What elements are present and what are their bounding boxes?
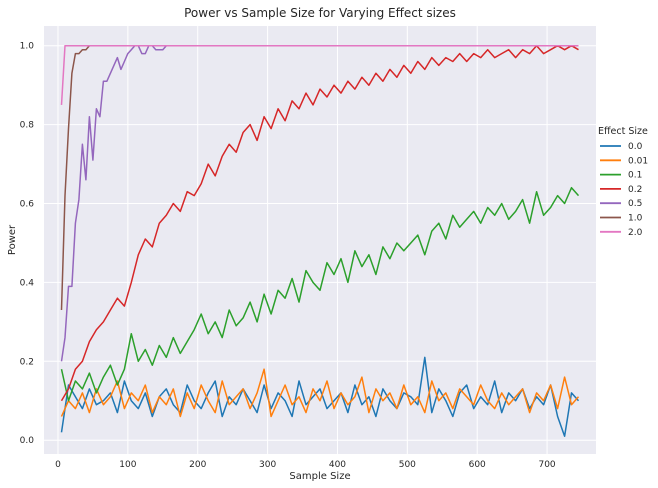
- legend-label: 2.0: [628, 228, 643, 238]
- series-line-2-0: [60, 44, 579, 105]
- legend-title: Effect Size: [598, 126, 648, 137]
- legend-label: 0.2: [628, 185, 642, 195]
- x-tick-label: 300: [259, 460, 276, 470]
- legend-label: 0.01: [628, 156, 648, 166]
- y-tick-label: 0.2: [20, 357, 34, 367]
- y-axis-ticks: 0.0 0.2 0.4 0.6 0.8 1.0: [20, 42, 35, 446]
- y-axis-label: Power: [7, 224, 18, 255]
- series-line-0-1: [60, 186, 580, 402]
- x-tick-label: 700: [538, 460, 555, 470]
- legend-label: 0.0: [628, 142, 643, 152]
- x-tick-label: 400: [329, 460, 346, 470]
- x-tick-label: 600: [469, 460, 486, 470]
- legend: Effect Size 0.0 0.01 0.1 0.2 0.5 1.0 2.0: [598, 126, 648, 238]
- y-tick-label: 0.0: [20, 436, 35, 446]
- y-tick-label: 0.6: [20, 200, 35, 210]
- series-line-0-0: [60, 356, 580, 437]
- y-tick-label: 0.4: [20, 278, 35, 288]
- y-tick-label: 1.0: [20, 42, 35, 52]
- x-tick-label: 100: [119, 460, 136, 470]
- chart-title: Power vs Sample Size for Varying Effect …: [184, 6, 456, 20]
- legend-label: 0.5: [628, 199, 642, 209]
- x-axis-label: Sample Size: [289, 471, 350, 482]
- series-layer: [60, 44, 580, 437]
- x-axis-ticks: 0 100 200 300 400 500 600 700: [55, 460, 556, 470]
- legend-label: 1.0: [628, 214, 643, 224]
- legend-label: 0.1: [628, 171, 642, 181]
- series-line-0-2: [60, 44, 579, 402]
- y-tick-label: 0.8: [20, 121, 35, 131]
- x-tick-label: 500: [399, 460, 416, 470]
- x-tick-label: 0: [55, 460, 61, 470]
- x-tick-label: 200: [189, 460, 206, 470]
- plot-area: [44, 26, 596, 454]
- series-line-0-01: [60, 368, 580, 418]
